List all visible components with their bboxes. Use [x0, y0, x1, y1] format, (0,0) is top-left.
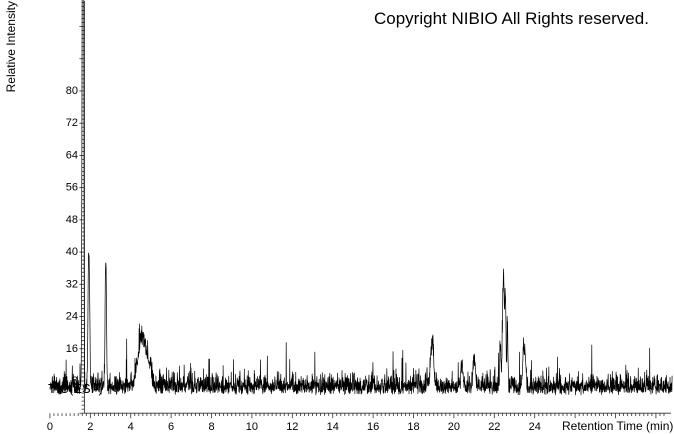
svg-text:48: 48 [66, 214, 78, 226]
svg-text:12: 12 [286, 421, 298, 433]
svg-text:40: 40 [66, 246, 78, 258]
svg-text:2: 2 [87, 421, 93, 433]
svg-text:24: 24 [529, 421, 541, 433]
svg-text:16: 16 [367, 421, 379, 433]
svg-text:20: 20 [448, 421, 460, 433]
svg-text:8: 8 [208, 421, 214, 433]
svg-text:10: 10 [246, 421, 258, 433]
svg-text:80: 80 [66, 85, 78, 97]
svg-text:6: 6 [168, 421, 174, 433]
svg-text:56: 56 [66, 182, 78, 194]
svg-text:22: 22 [488, 421, 500, 433]
svg-text:16: 16 [66, 343, 78, 355]
svg-text:64: 64 [66, 149, 78, 161]
svg-text:0: 0 [47, 421, 53, 433]
svg-text:14: 14 [327, 421, 339, 433]
svg-text:4: 4 [128, 421, 134, 433]
svg-text:18: 18 [407, 421, 419, 433]
svg-text:32: 32 [66, 278, 78, 290]
svg-text:24: 24 [66, 311, 78, 323]
svg-text:72: 72 [66, 117, 78, 129]
